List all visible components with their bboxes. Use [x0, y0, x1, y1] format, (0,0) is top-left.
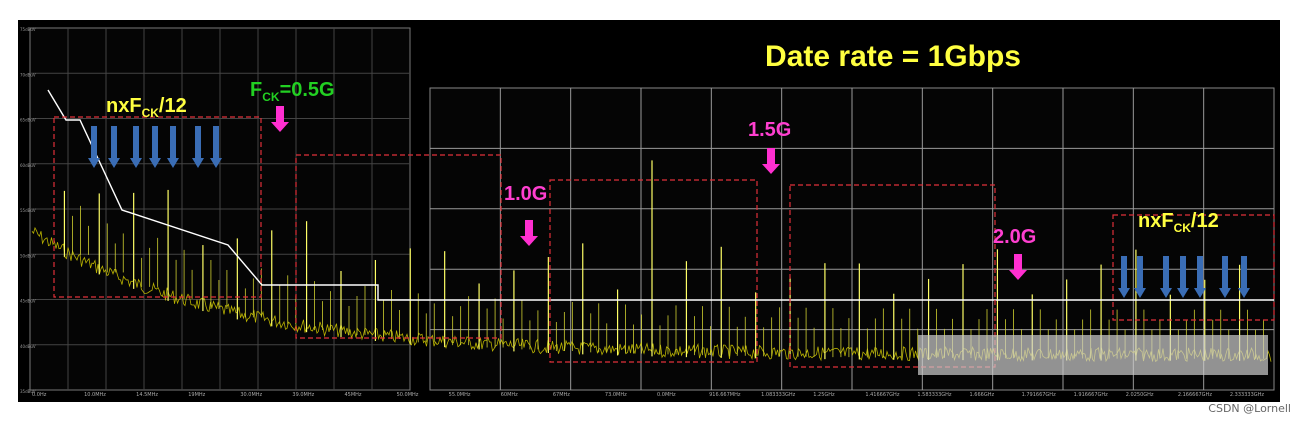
x-tick-label: 67MHz: [553, 392, 570, 398]
x-tick-label: 1.583333GHz: [917, 392, 951, 398]
annotation-arrow: [1009, 254, 1027, 280]
x-tick-label: 14.5MHz: [136, 392, 158, 398]
x-tick-label: 10.0MHz: [84, 392, 106, 398]
blue-arrow: [108, 126, 120, 168]
spectrum-chart: 75dBuV 70dBuV 65dBuV 60dBuV 55dBuV 50dBuV 45dB…: [18, 20, 1280, 402]
blue-arrow: [1194, 256, 1206, 298]
blue-arrow: [88, 126, 100, 168]
x-tick-label: 50.0MHz: [397, 392, 419, 398]
y-tick-label: 55dBuV: [20, 208, 36, 213]
blue-arrow: [1160, 256, 1172, 298]
blue-arrow: [210, 126, 222, 168]
chart-title: Date rate = 1Gbps: [765, 40, 1021, 73]
annotation-label: 1.0G: [504, 183, 547, 205]
y-tick-label: 50dBuV: [20, 253, 36, 258]
x-tick-label: 45MHz: [345, 392, 362, 398]
annotation-arrow: [271, 106, 289, 132]
blue-arrow: [192, 126, 204, 168]
y-tick-label: 45dBuV: [20, 299, 36, 304]
y-tick-label: 60dBuV: [20, 163, 36, 168]
x-tick-label: 55.0MHz: [449, 392, 471, 398]
x-tick-label: 1.416667GHz: [865, 392, 899, 398]
region-box: [789, 184, 996, 368]
region-box: [295, 154, 502, 339]
x-tick-label: 0.0MHz: [657, 392, 676, 398]
x-tick-label: 39.0MHz: [292, 392, 314, 398]
x-tick-label: 1.25GHz: [813, 392, 835, 398]
x-tick-label: 1.791667GHz: [1022, 392, 1056, 398]
x-tick-label: 1.666GHz: [970, 392, 995, 398]
x-tick-label: 1.916667GHz: [1074, 392, 1108, 398]
annotation-label: 2.0G: [993, 226, 1036, 248]
chart-svg: 75dBuV 70dBuV 65dBuV 60dBuV 55dBuV 50dBuV 45dB…: [20, 27, 1275, 398]
y-tick-label: 35dBuV: [20, 389, 36, 394]
blue-arrow: [167, 126, 179, 168]
y-tick-label: 75dBuV: [20, 27, 36, 32]
blue-arrow: [1177, 256, 1189, 298]
x-tick-label: 0.0Hz: [32, 392, 47, 398]
annotation-arrow: [762, 148, 780, 174]
x-tick-label: 1.083333GHz: [761, 392, 795, 398]
y-tick-label: 70dBuV: [20, 72, 36, 77]
blue-arrow: [1219, 256, 1231, 298]
annotation-label: FCK=0.5G: [250, 79, 335, 104]
limit-line: [47, 89, 1274, 301]
y-tick-label: 40dBuV: [20, 344, 36, 349]
x-tick-label: 2.166667GHz: [1178, 392, 1212, 398]
region-box: [53, 116, 262, 298]
blue-arrow: [1118, 256, 1130, 298]
blue-arrow: [1134, 256, 1146, 298]
y-tick-label: 65dBuV: [20, 118, 36, 123]
blue-arrow: [1238, 256, 1250, 298]
x-tick-label: 73.0MHz: [605, 392, 627, 398]
region-label-right: nxFCK/12: [1138, 210, 1219, 235]
x-tick-label: 60MHz: [501, 392, 518, 398]
x-tick-label: 916.667MHz: [709, 392, 741, 398]
x-tick-label: 30.0MHz: [240, 392, 262, 398]
region-label-left: nxFCK/12: [106, 95, 187, 120]
annotation-arrow: [520, 220, 538, 246]
annotation-label: 1.5G: [748, 119, 791, 141]
x-tick-label: 2.0250GHz: [1126, 392, 1154, 398]
watermark: CSDN @Lornell: [1208, 402, 1291, 415]
blue-arrow: [130, 126, 142, 168]
obscured-region: [918, 335, 1268, 375]
blue-arrow: [149, 126, 161, 168]
region-box: [1112, 214, 1275, 321]
x-tick-label: 19MHz: [188, 392, 205, 398]
region-box: [549, 179, 758, 363]
x-tick-label: 2.333333GHz: [1230, 392, 1264, 398]
